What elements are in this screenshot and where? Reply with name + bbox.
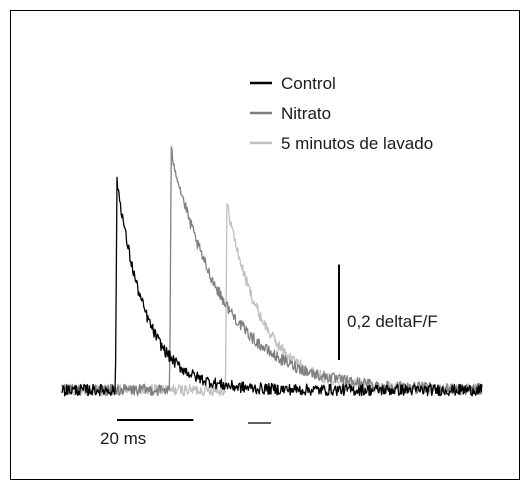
series-line-nitrato bbox=[62, 147, 482, 396]
legend-label-lavado: 5 minutos de lavado bbox=[281, 134, 433, 153]
series-line-control bbox=[62, 177, 482, 395]
series-line-5-minutos-de-lavado bbox=[62, 204, 482, 396]
scale-bars: 0,2 deltaF/F 20 ms bbox=[100, 265, 438, 448]
legend-label-nitrato: Nitrato bbox=[281, 104, 331, 123]
y-scale-bar-label: 0,2 deltaF/F bbox=[347, 312, 438, 331]
legend-label-control: Control bbox=[281, 74, 336, 93]
x-scale-bar-label: 20 ms bbox=[100, 429, 146, 448]
traces-group bbox=[62, 147, 482, 396]
legend: Control Nitrato 5 minutos de lavado bbox=[250, 74, 433, 153]
